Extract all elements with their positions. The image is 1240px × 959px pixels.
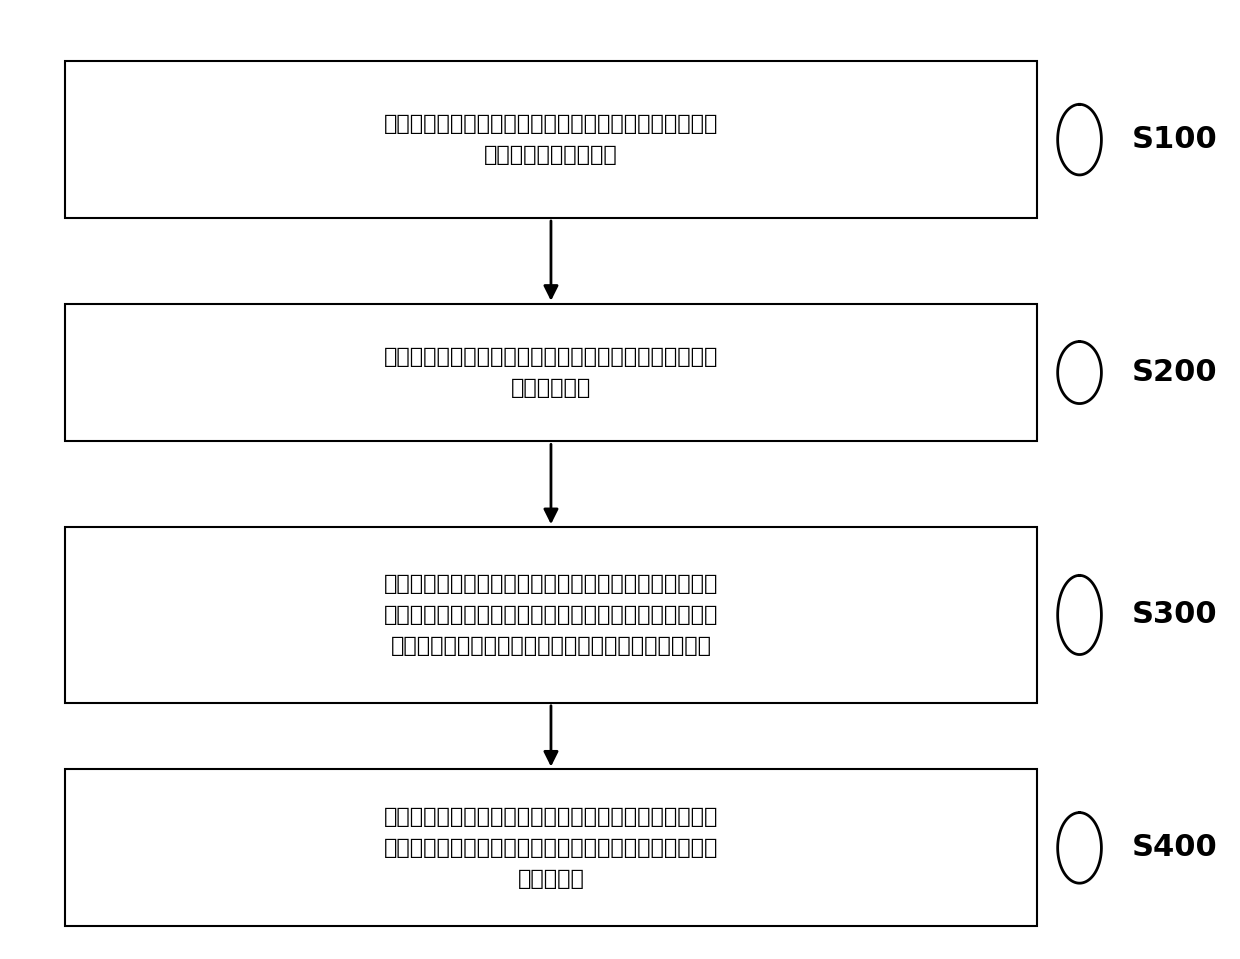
Text: 利用标号算法来建立充电站的访问插入模型，并设定该访
问插入模型的约束条件；根据访问插入模型对基本数学模
型和贪婪算法模型进行路线评估，得到优化后的路线解: 利用标号算法来建立充电站的访问插入模型，并设定该访 问插入模型的约束条件；根据访…	[383, 573, 718, 656]
FancyBboxPatch shape	[64, 769, 1037, 926]
Text: 建立电动车模式下贪婪算法的基本数学模型，并设定该基
本数学模型的约束条件: 建立电动车模式下贪婪算法的基本数学模型，并设定该基 本数学模型的约束条件	[383, 114, 718, 165]
Text: 基于基本数学模型，建立燃油车和新能源车混合模式下的
贪婪算法模型: 基于基本数学模型，建立燃油车和新能源车混合模式下的 贪婪算法模型	[383, 347, 718, 398]
Text: S200: S200	[1132, 358, 1218, 387]
Text: S300: S300	[1132, 600, 1218, 629]
FancyBboxPatch shape	[64, 61, 1037, 218]
FancyBboxPatch shape	[64, 304, 1037, 441]
Text: S400: S400	[1132, 833, 1218, 862]
FancyBboxPatch shape	[64, 527, 1037, 703]
Text: S100: S100	[1132, 125, 1218, 154]
Text: 在遗传优化算法的启发式路径搜索模型的基础上，结合大
规模邻域搜索算法对路线解进行搜寻，引导算法精确的收
敛于最优解: 在遗传优化算法的启发式路径搜索模型的基础上，结合大 规模邻域搜索算法对路线解进行…	[383, 807, 718, 889]
